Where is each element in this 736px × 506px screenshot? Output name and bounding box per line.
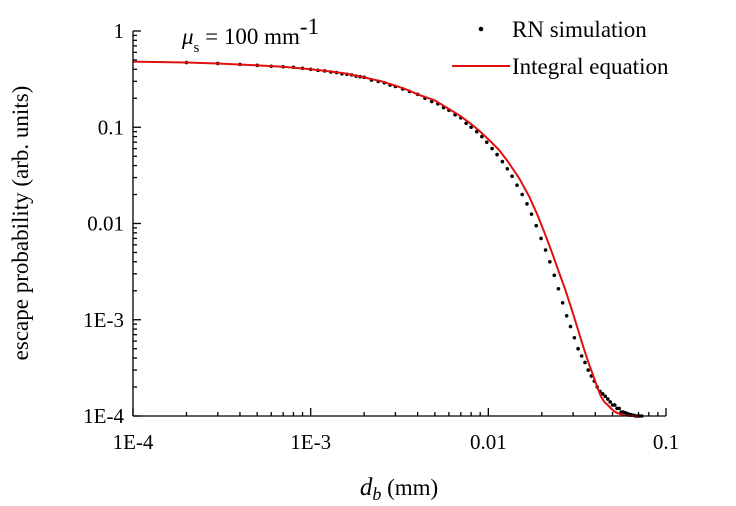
data-point	[505, 167, 510, 171]
data-point	[603, 394, 608, 399]
data-point	[608, 400, 612, 404]
data-point	[539, 236, 543, 241]
x-axis-subscript: b	[372, 484, 381, 504]
y-tick-label: 1	[114, 19, 125, 43]
data-point	[586, 368, 591, 372]
y-tick-label: 0.1	[98, 115, 124, 139]
fit-line	[132, 60, 639, 417]
data-point	[543, 248, 548, 252]
data-point	[576, 346, 580, 351]
chart-labels: 1E-4 1E-3 0.01 0.1 1 0.1 0.01 1E-3 1E-4 db (mm) es…	[8, 14, 679, 504]
y-tick-label: 1E-4	[83, 404, 124, 428]
data-point	[560, 301, 565, 305]
x-axis-title: db (mm)	[360, 474, 438, 504]
data-point	[564, 313, 569, 318]
data-point	[552, 273, 557, 278]
x-axis-symbol: d	[360, 474, 373, 501]
annotation-subscript: s	[194, 40, 200, 56]
data-point	[525, 202, 529, 206]
data-point	[500, 159, 505, 164]
x-tick-label: 0.01	[470, 430, 507, 454]
data-point	[464, 121, 468, 126]
legend-label-simulation: RN simulation	[512, 17, 647, 42]
data-point	[520, 192, 524, 197]
data-point	[495, 152, 499, 157]
data-point	[572, 335, 577, 340]
data-point	[484, 140, 489, 144]
x-axis-unit: (mm)	[381, 475, 438, 500]
data-point	[556, 286, 561, 291]
legend-label-fit: Integral equation	[512, 54, 669, 79]
annotation-text: = 100 mm	[199, 24, 300, 49]
data-point	[534, 223, 539, 228]
y-tick-label: 1E-3	[83, 308, 124, 332]
data-point	[548, 260, 552, 264]
data-point	[600, 392, 605, 396]
y-axis-title: escape probability (arb. units)	[8, 86, 33, 361]
x-tick-label: 1E-4	[113, 430, 154, 454]
axes	[132, 30, 667, 417]
data-point	[469, 125, 473, 130]
data-point	[568, 324, 573, 329]
annotation-superscript: -1	[300, 14, 319, 39]
data-point	[490, 146, 494, 151]
legend-marker-simulation	[478, 26, 484, 32]
annotation: μs = 100 mm-1	[181, 14, 319, 56]
chart-marks	[132, 60, 644, 418]
data-point	[510, 174, 514, 179]
x-tick-label: 1E-3	[290, 430, 331, 454]
data-point	[583, 360, 587, 365]
data-point	[529, 212, 534, 216]
data-point	[515, 183, 519, 187]
data-point	[617, 406, 621, 411]
annotation-symbol: μ	[181, 24, 194, 49]
data-point	[605, 397, 610, 401]
data-point	[579, 354, 584, 358]
x-tick-label: 0.1	[653, 430, 679, 454]
y-tick-label: 0.01	[87, 212, 124, 236]
data-point	[613, 403, 617, 407]
data-point	[480, 134, 484, 139]
